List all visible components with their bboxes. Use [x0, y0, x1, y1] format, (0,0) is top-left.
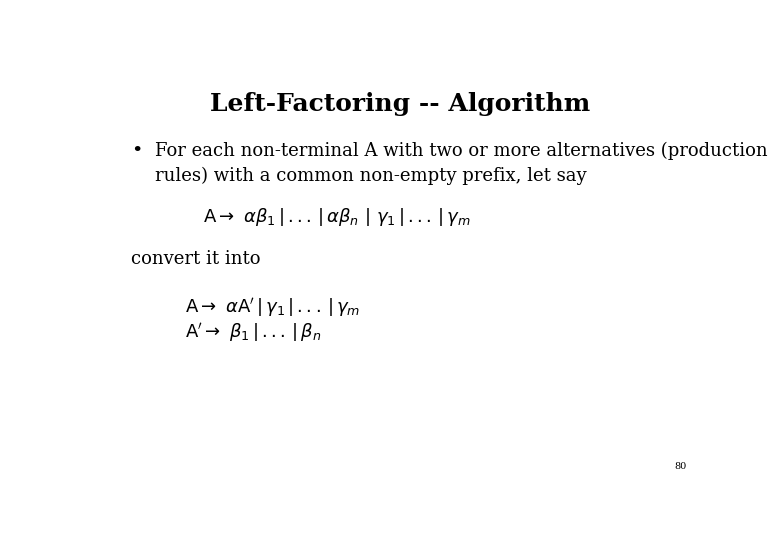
- Text: $\mathrm{A'} \rightarrow\ \beta_1\,|\,...\,|\,\beta_n$: $\mathrm{A'} \rightarrow\ \beta_1\,|\,..…: [185, 321, 321, 343]
- Text: $\mathrm{A} \rightarrow\ \alpha\mathrm{A'}\,|\,\gamma_1\,|\,...\,|\,\gamma_m$: $\mathrm{A} \rightarrow\ \alpha\mathrm{A…: [185, 295, 360, 319]
- Text: Left-Factoring -- Algorithm: Left-Factoring -- Algorithm: [210, 92, 590, 116]
- Text: For each non-terminal A with two or more alternatives (production: For each non-terminal A with two or more…: [155, 141, 768, 160]
- Text: $\mathrm{A} \rightarrow\ \alpha\beta_1\,|\,...\,|\,\alpha\beta_n\ |\ \gamma_1\,|: $\mathrm{A} \rightarrow\ \alpha\beta_1\,…: [204, 206, 471, 228]
- Text: convert it into: convert it into: [131, 250, 261, 268]
- Text: rules) with a common non-empty prefix, let say: rules) with a common non-empty prefix, l…: [155, 167, 587, 185]
- Text: •: •: [131, 141, 142, 160]
- Text: 80: 80: [675, 462, 687, 471]
